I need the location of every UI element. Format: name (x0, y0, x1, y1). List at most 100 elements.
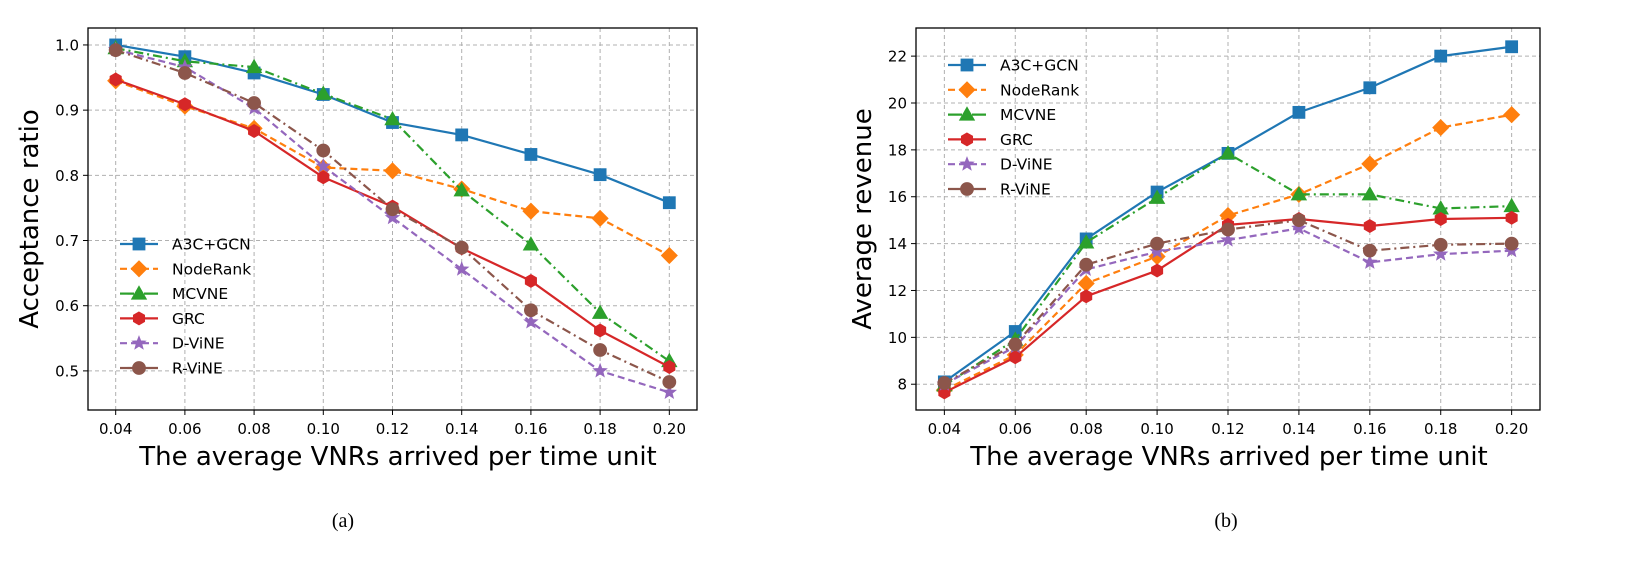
legend-marker (130, 260, 148, 278)
data-point (315, 85, 332, 100)
data-point (384, 110, 401, 126)
x-tick-label: 0.20 (1495, 420, 1528, 438)
data-point (1361, 155, 1379, 173)
x-tick-label: 0.20 (653, 420, 686, 438)
data-point (248, 124, 261, 138)
data-point (524, 148, 538, 161)
legend-label: D-ViNE (1000, 156, 1053, 174)
data-point (1148, 189, 1166, 204)
legend-entry: GRC (120, 310, 205, 328)
legend-a: A3C+GCN NodeRank MCVNE GRC D-ViNE R-ViNE (120, 236, 251, 378)
series-layer-b (935, 40, 1521, 400)
data-point (1150, 236, 1164, 251)
y-tick-label: 16 (888, 188, 907, 206)
legend-entry: NodeRank (948, 81, 1079, 99)
data-point (245, 58, 263, 74)
chart-panel-a: 0.04 0.06 0.08 0.10 0.12 0.14 0.16 0.18 0.20 0.5 0… (15, 27, 698, 532)
legend-label: MCVNE (1000, 106, 1056, 124)
legend-label: MCVNE (172, 285, 228, 303)
data-point (1362, 243, 1377, 258)
x-axis-title-a: The average VNRs arrived per time unit (138, 442, 657, 472)
data-point (1079, 257, 1094, 272)
legend-label: A3C+GCN (1000, 57, 1079, 75)
data-point (522, 202, 540, 220)
y-tick-label: 0.6 (55, 297, 79, 315)
data-point (591, 304, 609, 319)
data-point (1363, 81, 1377, 95)
x-axis-title-b: The average VNRs arrived per time unit (969, 442, 1488, 472)
legend-entry: MCVNE (120, 285, 228, 303)
legend-marker (132, 237, 146, 251)
data-point (453, 182, 470, 197)
x-tick-label: 0.06 (168, 420, 201, 438)
data-point (662, 375, 677, 389)
y-axis-title-b: Average revenue (848, 108, 878, 329)
x-tick-label: 0.10 (307, 420, 340, 438)
legend-label: A3C+GCN (172, 236, 251, 254)
legend-marker (132, 361, 146, 375)
data-point (1291, 220, 1307, 235)
legend-label: R-ViNE (172, 360, 223, 378)
legend-marker (130, 285, 148, 300)
legend-label: R-ViNE (1000, 181, 1051, 199)
x-tick-label: 0.12 (1211, 420, 1244, 438)
data-point (1503, 106, 1521, 124)
data-point (385, 202, 400, 217)
data-point (1292, 105, 1306, 119)
data-point (593, 343, 608, 357)
data-point (247, 96, 261, 110)
data-point (108, 43, 123, 58)
legend-b: A3C+GCN NodeRank MCVNE GRC D-ViNE R-ViNE (948, 57, 1079, 199)
data-point (1292, 213, 1306, 228)
data-point (523, 313, 539, 329)
x-tick-label: 0.16 (1353, 420, 1386, 438)
data-point (1008, 337, 1023, 352)
data-point (591, 209, 609, 227)
series-line (943, 113, 1512, 392)
data-point (1077, 234, 1095, 249)
data-point (1361, 186, 1379, 201)
x-tick-label: 0.18 (1424, 420, 1457, 438)
legend-marker (960, 132, 974, 147)
legend-marker (960, 58, 974, 72)
y-tick-label: 20 (888, 94, 907, 112)
legend-entry: R-ViNE (948, 181, 1051, 199)
data-point (1080, 289, 1093, 304)
x-tick-label: 0.10 (1140, 420, 1173, 438)
series-line (115, 79, 670, 257)
data-point (663, 360, 676, 374)
x-tick-label: 0.06 (999, 420, 1032, 438)
data-point (453, 261, 470, 276)
y-tick-label: 12 (888, 282, 907, 300)
legend-label: GRC (172, 310, 205, 328)
y-tick-label: 22 (888, 48, 907, 66)
ticks-b: 0.04 0.06 0.08 0.10 0.12 0.14 0.16 0.18 0.20 8 10 1… (888, 48, 1528, 438)
data-point (524, 303, 538, 318)
data-point (593, 168, 607, 182)
data-point (1009, 350, 1022, 365)
data-point (178, 97, 191, 112)
legend-entry: D-ViNE (948, 156, 1053, 174)
x-tick-label: 0.18 (583, 420, 616, 438)
data-point (455, 128, 469, 142)
series-line (943, 152, 1512, 387)
y-tick-label: 0.8 (55, 167, 79, 185)
x-tick-label: 0.12 (376, 420, 409, 438)
data-point (660, 246, 678, 265)
y-tick-label: 14 (888, 235, 907, 253)
y-tick-label: 0.5 (55, 362, 79, 380)
data-point (384, 209, 401, 225)
data-point (1434, 49, 1448, 63)
x-tick-label: 0.04 (928, 420, 961, 438)
series-r-vine (937, 213, 1519, 390)
data-point (1362, 254, 1378, 269)
legend-label: NodeRank (1000, 81, 1079, 99)
legend-marker (131, 335, 147, 350)
data-point (1504, 236, 1519, 251)
data-point (177, 66, 192, 80)
data-point (1433, 246, 1449, 261)
data-point (522, 236, 540, 251)
legend-entry: MCVNE (948, 106, 1056, 124)
x-tick-label: 0.08 (237, 420, 270, 438)
